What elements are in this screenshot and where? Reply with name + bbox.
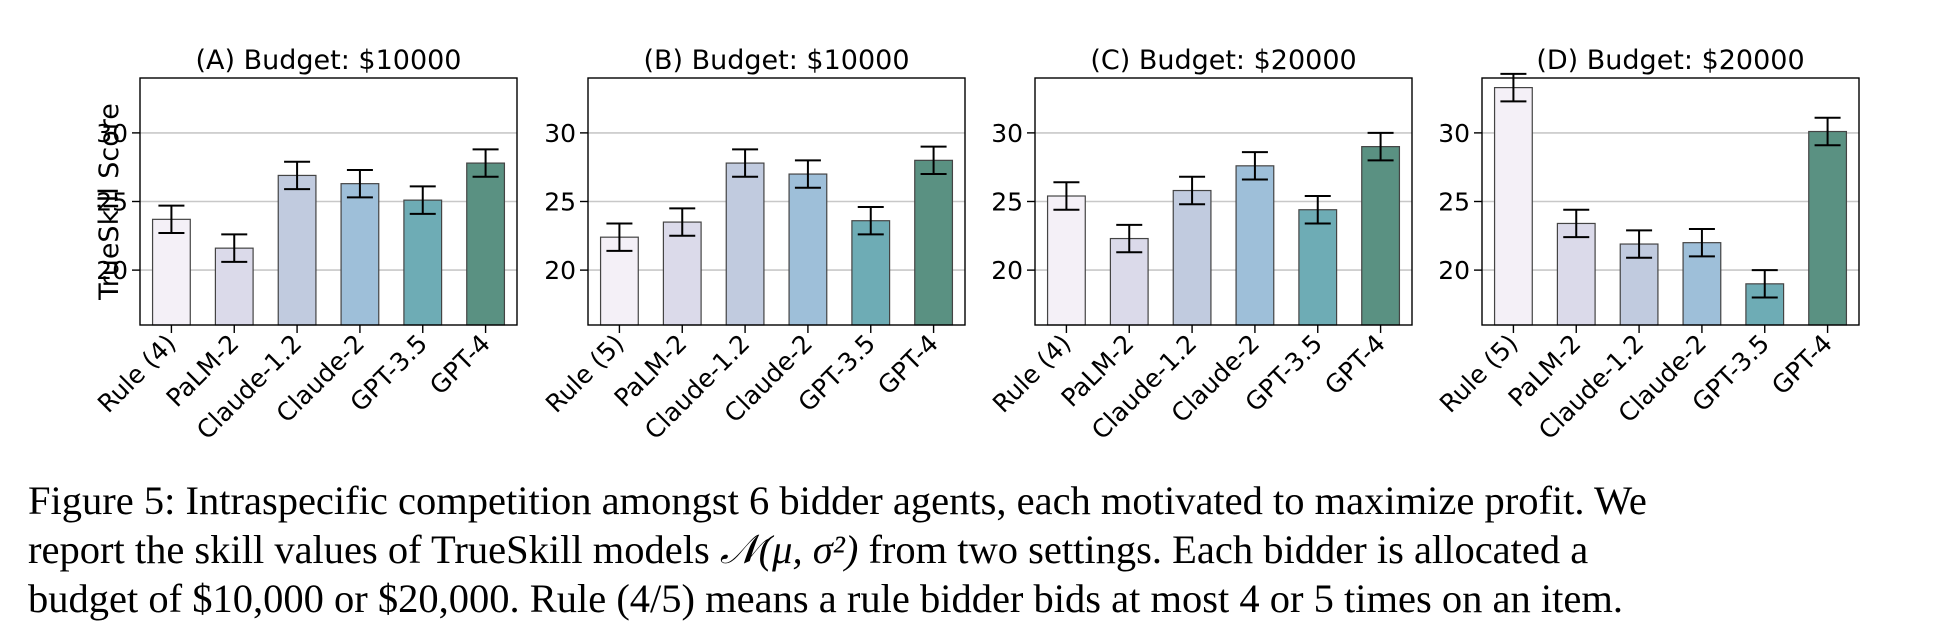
bar (403, 199, 443, 326)
bar (725, 162, 765, 326)
bar (1235, 165, 1275, 326)
x-category-label: GPT-4 (424, 329, 496, 401)
x-category-label: Rule (5) (1434, 329, 1524, 419)
caption-line-1: Figure 5: Intraspecific competition amon… (28, 478, 1647, 523)
x-category-label: Rule (4) (92, 329, 182, 419)
panel-title: (A) Budget: $10000 (196, 45, 462, 76)
caption-line-2-end: from two settings. Each bidder is alloca… (858, 527, 1589, 572)
plot-frame (587, 77, 966, 326)
bar (277, 174, 317, 326)
bar (1556, 222, 1596, 326)
bar (1808, 130, 1848, 326)
bar (1172, 189, 1212, 326)
caption-line-2-start: report the skill values of TrueSkill mod… (28, 527, 720, 572)
bar (1493, 87, 1533, 326)
y-tick-label: 25 (96, 188, 128, 217)
bar (788, 173, 828, 326)
bar (1361, 146, 1401, 326)
y-tick-label: 30 (1438, 119, 1470, 148)
y-tick-label: 25 (991, 188, 1023, 217)
x-category-label: Rule (4) (987, 329, 1077, 419)
bar (1046, 195, 1086, 326)
bar (340, 183, 380, 326)
caption-line-3: budget of $10,000 or $20,000. Rule (4/5)… (28, 576, 1623, 621)
bar (466, 162, 506, 326)
panel-title: (C) Budget: $20000 (1090, 45, 1356, 76)
x-category-label: GPT-4 (1766, 329, 1838, 401)
y-tick-label: 25 (544, 188, 576, 217)
bar (151, 218, 191, 326)
bar (914, 159, 954, 326)
x-category-label: Rule (5) (540, 329, 630, 419)
y-axis-label: TrueSkill Score (94, 103, 125, 301)
plot-frame (1481, 77, 1860, 326)
y-tick-label: 20 (96, 256, 128, 285)
x-category-label: GPT-4 (872, 329, 944, 401)
y-tick-label: 20 (544, 256, 576, 285)
panel-title: (B) Budget: $10000 (643, 45, 909, 76)
figure-caption: Figure 5: Intraspecific competition amon… (28, 476, 1928, 623)
x-category-label: GPT-4 (1319, 329, 1391, 401)
bar (1298, 209, 1338, 326)
bar (662, 221, 702, 326)
plot-frame (139, 77, 518, 326)
bar (851, 220, 891, 326)
plot-frame (1034, 77, 1413, 326)
caption-line-2: report the skill values of TrueSkill mod… (28, 525, 1928, 574)
caption-math-formula: 𝒩(μ, σ²) (719, 527, 859, 572)
y-tick-label: 30 (96, 119, 128, 148)
y-tick-label: 30 (544, 119, 576, 148)
panel-title: (D) Budget: $20000 (1536, 45, 1804, 76)
y-tick-label: 25 (1438, 188, 1470, 217)
y-tick-label: 20 (991, 256, 1023, 285)
y-tick-label: 20 (1438, 256, 1470, 285)
y-tick-label: 30 (991, 119, 1023, 148)
